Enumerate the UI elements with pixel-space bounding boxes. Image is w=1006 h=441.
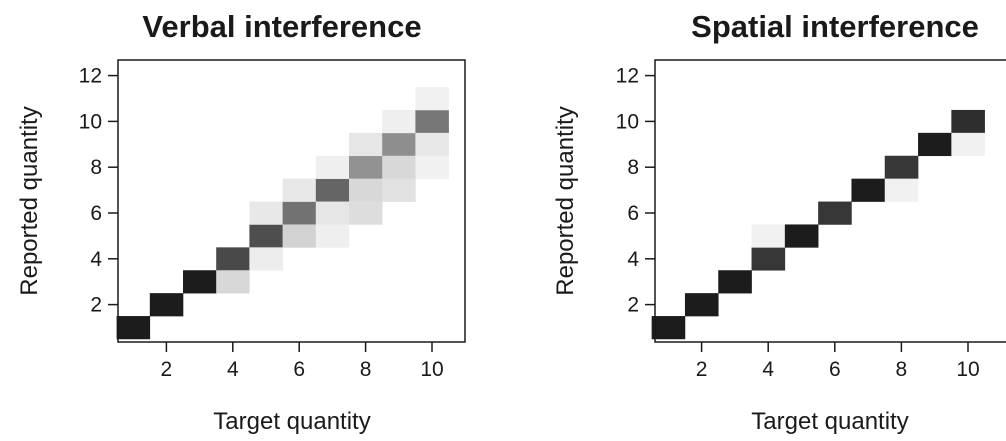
y-axis-label: Reported quantity bbox=[16, 106, 43, 295]
y-tick-label: 12 bbox=[616, 65, 639, 88]
x-axis: 2 4 6 8 10 bbox=[696, 342, 980, 381]
y-tick-label: 10 bbox=[616, 110, 639, 133]
heatmap-cell bbox=[216, 270, 250, 294]
plot-frame bbox=[654, 59, 1006, 343]
y-axis: 2 4 6 8 10 12 bbox=[79, 65, 118, 317]
heatmap-cell bbox=[918, 132, 952, 157]
heatmap-cell bbox=[349, 132, 383, 157]
heatmap-cells bbox=[651, 109, 985, 340]
x-axis-label: Target quantity bbox=[751, 408, 908, 435]
y-tick-label: 4 bbox=[90, 248, 102, 271]
heatmap-cell bbox=[415, 132, 449, 157]
heatmap-cell bbox=[784, 224, 819, 248]
heatmap-cell bbox=[315, 155, 350, 179]
y-tick-label: 6 bbox=[90, 202, 102, 225]
heatmap-cell bbox=[349, 178, 383, 202]
heatmap-cells bbox=[116, 87, 449, 340]
heatmap-cell bbox=[116, 316, 151, 340]
y-tick-label: 12 bbox=[79, 65, 102, 88]
y-axis: 2 4 6 8 10 12 bbox=[616, 65, 655, 317]
plot-frame bbox=[117, 59, 466, 343]
x-axis: 2 4 6 8 10 bbox=[161, 342, 444, 381]
heatmap-cell bbox=[415, 109, 449, 134]
x-tick-label: 8 bbox=[896, 358, 908, 381]
heatmap-cell bbox=[315, 201, 350, 225]
y-tick-label: 2 bbox=[90, 294, 102, 317]
x-tick-label: 2 bbox=[161, 358, 173, 381]
y-tick-label: 4 bbox=[627, 248, 639, 271]
heatmap-cell bbox=[349, 201, 383, 225]
y-tick-label: 6 bbox=[627, 202, 639, 225]
heatmap-cell bbox=[249, 224, 283, 248]
x-axis-label: Target quantity bbox=[213, 408, 370, 435]
heatmap-cell bbox=[415, 87, 449, 111]
heatmap-cell bbox=[282, 201, 317, 225]
x-tick-label: 6 bbox=[293, 358, 305, 381]
heatmap-cell bbox=[751, 247, 786, 271]
heatmap-cell bbox=[382, 178, 416, 202]
heatmap-cell bbox=[149, 293, 184, 317]
heatmap-cell bbox=[282, 224, 317, 248]
x-tick-label: 4 bbox=[762, 358, 774, 381]
y-tick-label: 8 bbox=[90, 156, 102, 179]
heatmap-cell bbox=[382, 155, 416, 179]
x-tick-label: 2 bbox=[696, 358, 708, 381]
heatmap-cell bbox=[249, 201, 283, 225]
y-axis-label: Reported quantity bbox=[552, 106, 579, 295]
heatmap-cell bbox=[884, 178, 919, 202]
heatmap-cell bbox=[349, 155, 383, 179]
panel-title: Verbal interference bbox=[142, 9, 421, 44]
heatmap-cell bbox=[718, 270, 752, 294]
heatmap-cell bbox=[315, 178, 350, 202]
heatmap-cell bbox=[951, 132, 985, 157]
x-tick-label: 10 bbox=[420, 358, 443, 381]
heatmap-cell bbox=[315, 224, 350, 248]
panel-title: Spatial interference bbox=[691, 9, 979, 44]
heatmap-cell bbox=[382, 132, 416, 157]
heatmap-cell bbox=[249, 247, 283, 271]
y-tick-label: 8 bbox=[627, 156, 639, 179]
heatmap-cell bbox=[282, 178, 317, 202]
heatmap-cell bbox=[818, 201, 852, 225]
heatmap-cell bbox=[684, 293, 719, 317]
x-tick-label: 6 bbox=[829, 358, 841, 381]
heatmap-cell bbox=[751, 224, 786, 248]
panel-verbal: Verbal interference 2 4 6 8 10 2 4 6 8 10 12 Targ… bbox=[16, 9, 466, 435]
heatmap-cell bbox=[183, 270, 217, 294]
x-tick-label: 10 bbox=[956, 358, 979, 381]
heatmap-cell bbox=[851, 178, 886, 202]
y-tick-label: 10 bbox=[79, 110, 102, 133]
heatmap-cell bbox=[382, 109, 416, 134]
heatmap-cell bbox=[651, 316, 686, 340]
x-tick-label: 4 bbox=[227, 358, 239, 381]
heatmap-cell bbox=[216, 247, 250, 271]
x-tick-label: 8 bbox=[360, 358, 372, 381]
panel-spatial: Spatial interference 2 4 6 8 10 2 4 6 8 10 12 Tar… bbox=[552, 9, 1006, 435]
heatmap-cell bbox=[951, 109, 985, 134]
heatmap-cell bbox=[884, 155, 919, 179]
y-tick-label: 2 bbox=[627, 294, 639, 317]
heatmap-cell bbox=[415, 155, 449, 179]
